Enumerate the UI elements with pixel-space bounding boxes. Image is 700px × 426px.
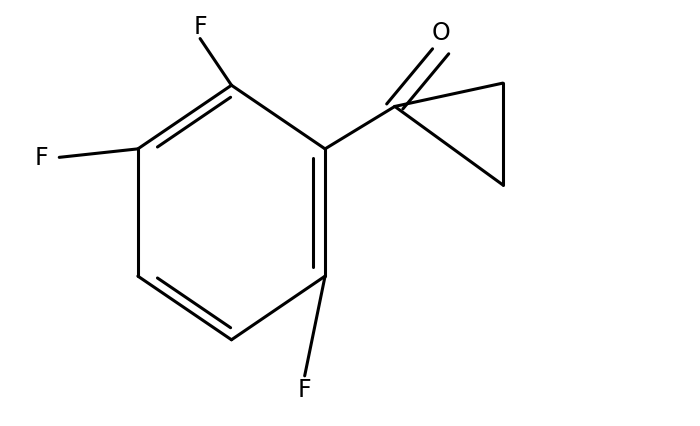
Text: F: F: [193, 15, 207, 39]
Text: F: F: [35, 146, 48, 170]
Text: O: O: [431, 21, 450, 45]
Text: F: F: [298, 377, 312, 400]
